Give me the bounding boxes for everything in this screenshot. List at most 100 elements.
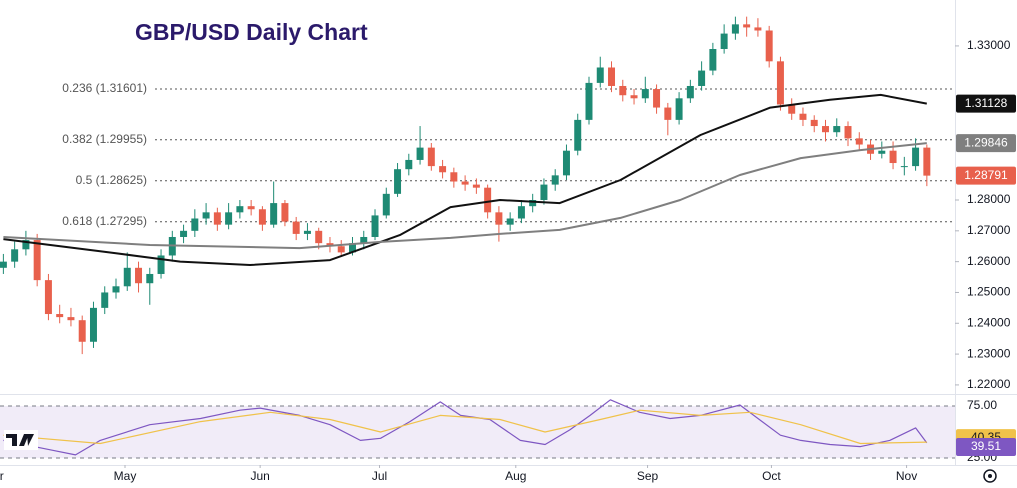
candle-body <box>225 212 233 225</box>
y-tick-label: 1.22000 <box>967 377 1011 391</box>
candle-body <box>855 138 863 145</box>
candle-body <box>754 27 762 31</box>
candle-body <box>303 230 311 234</box>
candle-body <box>236 206 244 213</box>
settings-dot[interactable] <box>988 474 992 478</box>
y-tick-label: 1.24000 <box>967 315 1011 329</box>
candle-body <box>213 212 221 225</box>
candle-body <box>123 267 131 287</box>
logo-bg <box>4 430 38 450</box>
ma-price-label-box <box>956 134 1016 153</box>
candle-body <box>78 320 86 342</box>
candle-body <box>776 61 784 105</box>
fib-label: 0.618 (1.27295) <box>62 214 147 228</box>
candle-body <box>562 150 570 176</box>
logo-mark <box>6 434 34 446</box>
candle-body <box>821 126 829 133</box>
candle-body <box>439 166 447 173</box>
chart-title: GBP/USD Daily Chart <box>135 19 368 45</box>
candle-body <box>810 119 818 127</box>
candle-body <box>157 255 165 274</box>
moving-average <box>3 142 927 250</box>
settings-icon[interactable] <box>983 469 997 483</box>
candle-body <box>135 267 143 284</box>
x-tick-label: Nov <box>896 469 917 483</box>
candle-body <box>551 175 559 185</box>
candle-body <box>517 206 525 219</box>
candle-body <box>382 193 390 216</box>
candle-body <box>360 236 368 244</box>
candle-body <box>326 243 334 247</box>
price-pane: 0.236 (1.31601) 0.382 (1.29955) 0.5 (1.286… <box>0 16 955 355</box>
candle-body <box>247 206 255 210</box>
rsi-line <box>3 409 927 445</box>
candle-body <box>529 200 537 207</box>
x-tick-label: May <box>114 469 137 483</box>
candle-body <box>146 273 154 284</box>
candle-body <box>405 159 413 170</box>
x-tick-label: Oct <box>762 469 781 483</box>
candle-body <box>506 218 514 225</box>
last-price-label-box <box>956 166 1016 185</box>
candle-body <box>641 89 649 99</box>
candle-body <box>22 240 30 250</box>
y-tick-label: 1.26000 <box>967 254 1011 268</box>
candle-body <box>112 286 120 293</box>
candle-body <box>540 184 548 201</box>
candle-body <box>0 261 7 268</box>
candle-body <box>67 317 75 321</box>
candle-body <box>33 240 41 281</box>
candle-body <box>337 246 345 253</box>
candle-body <box>349 243 356 253</box>
candle-body <box>89 307 97 342</box>
rsi-line <box>3 399 928 456</box>
candle-body <box>619 85 627 96</box>
fib-label: 0.5 (1.28625) <box>76 173 147 187</box>
settings-gear[interactable] <box>983 469 997 483</box>
candle-body <box>450 172 458 182</box>
candle-body <box>889 150 897 164</box>
candle-body <box>202 212 210 219</box>
candle-body <box>371 215 379 237</box>
candle-body <box>281 203 289 222</box>
last-price-label: 1.28791 <box>964 168 1008 182</box>
rsi-band <box>0 406 955 459</box>
candle-body <box>394 169 402 194</box>
candle-body <box>427 147 435 167</box>
candle-body <box>788 104 796 114</box>
candle-body <box>472 184 480 188</box>
candle-body <box>743 24 751 28</box>
rsi-value-label: 39.51 <box>971 439 1001 453</box>
ma-price-label: 1.29846 <box>964 135 1008 149</box>
candle-body <box>731 24 739 34</box>
candle-body <box>11 249 19 262</box>
x-tick-label: Aug <box>505 469 526 483</box>
candle-body <box>630 95 638 99</box>
candle-body <box>292 221 300 234</box>
candle-body <box>461 181 469 185</box>
candle-body <box>585 82 593 120</box>
y-tick-label: 1.27000 <box>967 223 1011 237</box>
y-tick-label: 1.25000 <box>967 285 1011 299</box>
candle-body <box>698 70 706 86</box>
candle-body <box>270 203 278 225</box>
candle-body <box>664 107 672 120</box>
candle-body <box>923 147 931 176</box>
candle-body <box>191 218 199 231</box>
rsi-pane <box>0 399 955 459</box>
ma-price-label-box <box>956 94 1016 113</box>
candle-body <box>653 89 661 108</box>
candle-body <box>720 33 728 49</box>
candle-body <box>833 126 841 133</box>
candle-body <box>44 280 52 315</box>
candle-body <box>258 209 266 225</box>
candle-body <box>315 230 323 244</box>
rsi-value-label-box <box>956 437 1016 456</box>
ma-price-label: 1.31128 <box>965 96 1008 110</box>
x-tick-label: Apr <box>0 469 4 483</box>
fib-label: 0.382 (1.29955) <box>62 132 147 146</box>
candle-body <box>686 85 694 99</box>
candle-body <box>844 126 852 139</box>
candle-body <box>416 147 424 160</box>
candle-body <box>900 166 908 168</box>
